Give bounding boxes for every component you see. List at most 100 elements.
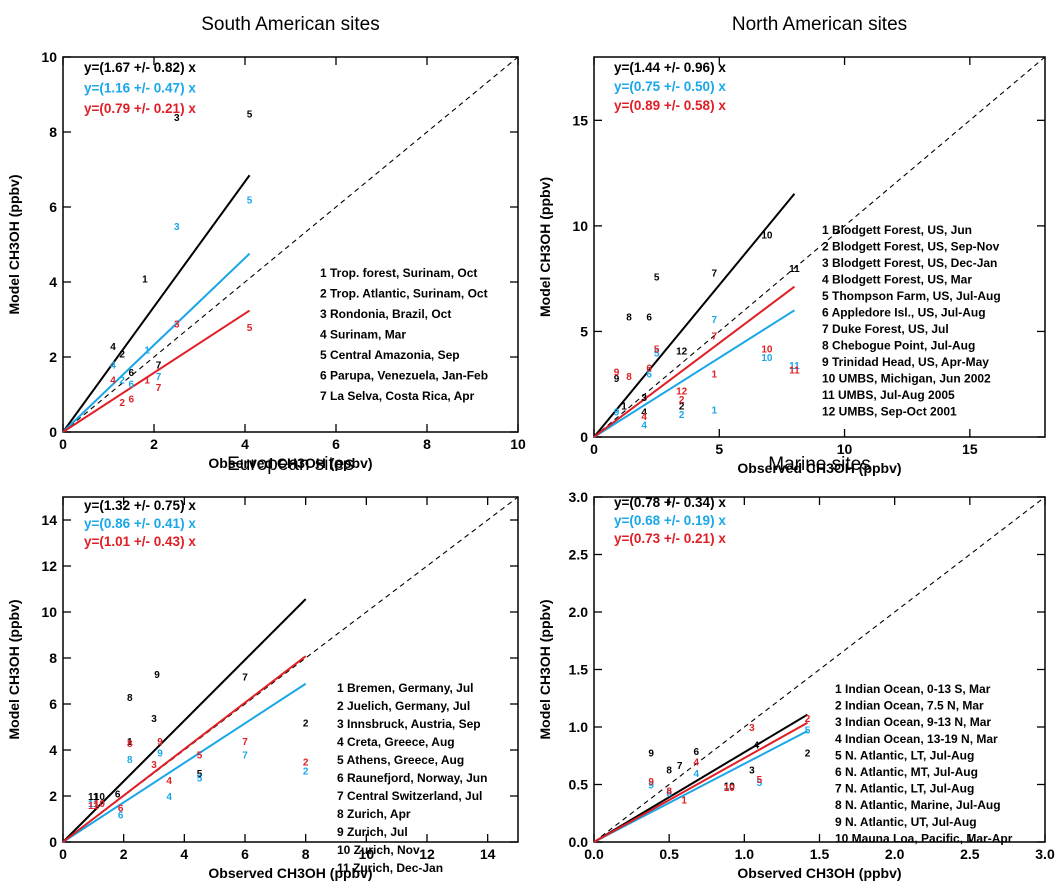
chart-2-xtick-label: 0 (590, 441, 598, 457)
chart-2-point-red: 10 (761, 344, 773, 355)
chart-2-legend-entry: 9 Trinidad Head, US, Apr-May (822, 355, 989, 369)
chart-1-point-red: 2 (119, 398, 125, 409)
chart-2-point-red: 7 (711, 332, 717, 343)
chart-1-ytick-label: 2 (49, 349, 57, 365)
chart-3-fit-line-blue (62, 682, 307, 843)
chart-2-point-red: 12 (676, 387, 688, 398)
chart-3-xtick-label: 12 (419, 846, 435, 862)
chart-3-point-blue: 6 (118, 810, 124, 821)
chart-3-ytick-label: 12 (41, 558, 57, 574)
chart-1-xlabel: Observed CH3OH (ppbv) (208, 455, 372, 471)
chart-3-fit-label-red: y=(1.01 +/- 0.43) x (84, 534, 196, 549)
chart-2-point-blue: 5 (654, 349, 660, 360)
chart-4-point-red: 9 (648, 777, 654, 788)
chart-2-point-blue: 6 (646, 370, 652, 381)
chart-3-point-red: 9 (157, 737, 163, 748)
chart-2-legend-entry: 5 Thompson Farm, US, Jul-Aug (822, 289, 1001, 303)
chart-4-legend-entry: 7 N. Atlantic, LT, Jul-Aug (835, 782, 974, 796)
chart-4-xtick-label: 1.0 (735, 846, 755, 862)
chart-3-ylabel: Model CH3OH (ppbv) (6, 600, 22, 740)
chart-4-legend-entry: 1 Indian Ocean, 0-13 S, Mar (835, 682, 991, 696)
chart-2-point-black: 12 (676, 346, 688, 357)
chart-2-point-red: 1 (711, 370, 717, 381)
chart-4-ytick-label: 1.0 (569, 719, 589, 735)
chart-3-legend-entry: 8 Zurich, Apr (337, 807, 411, 821)
chart-1-point-blue: 6 (128, 379, 134, 390)
chart-3-ytick-label: 10 (41, 604, 57, 620)
chart-4-xtick-label: 0.5 (659, 846, 679, 862)
chart-2-point-black: 4 (641, 408, 647, 419)
chart-1-point-red: 5 (247, 323, 253, 334)
chart-4-fit-label-black: y=(0.78 +/- 0.34) x (614, 495, 726, 510)
chart-3-point-black: 7 (242, 672, 248, 683)
chart-2-point-black: 3 (641, 393, 647, 404)
chart-2-fit-line-red (593, 285, 796, 438)
chart-2-title: North American sites (732, 14, 907, 35)
chart-4-ytick-label: 1.5 (569, 662, 589, 678)
chart-3-fit-line-black (62, 598, 307, 843)
chart-2-point-red: 5 (654, 344, 660, 355)
chart-1-point-blue: 5 (247, 196, 253, 207)
chart-2-ytick-label: 15 (572, 112, 588, 128)
chart-3-point-red: 11 (88, 801, 99, 812)
chart-2-point-black: 6 (646, 313, 652, 324)
chart-4-point-black: 10 (724, 782, 736, 793)
chart-1-legend-entry: 7 La Selva, Costa Rica, Apr (320, 389, 475, 403)
chart-4-xtick-label: 1.5 (810, 846, 830, 862)
chart-3-ytick-label: 8 (49, 650, 57, 666)
chart-3-point-blue: 11 (88, 799, 99, 810)
chart-1-point-black: 3 (174, 113, 180, 124)
chart-4-point-black: 2 (805, 748, 811, 759)
chart-4-legend-entry: 5 N. Atlantic, LT, Jul-Aug (835, 748, 974, 762)
chart-2-legend-entry: 4 Blodgett Forest, US, Mar (822, 273, 972, 287)
chart-4-ytick-label: 0.5 (569, 777, 589, 793)
chart-2-point-red: 4 (641, 412, 647, 423)
chart-3-ytick-label: 2 (49, 788, 57, 804)
chart-2-point-blue: 7 (711, 315, 717, 326)
chart-4-legend-entry: 10 Mauna Loa, Pacific, Mar-Apr (835, 831, 1013, 845)
chart-1-legend-entry: 6 Parupa, Venezuela, Jan-Feb (320, 369, 488, 383)
chart-3-title: European sites (227, 454, 354, 475)
chart-4-legend-entry: 9 N. Atlantic, UT, Jul-Aug (835, 815, 977, 829)
chart-1-legend-entry: 4 Surinam, Mar (320, 328, 406, 342)
chart-4-ytick-label: 2.0 (569, 604, 589, 620)
chart-2-legend-entry: 3 Blodgett Forest, US, Dec-Jan (822, 256, 997, 270)
chart-3-point-red: 8 (127, 739, 133, 750)
chart-2-xlabel: Observed CH3OH (ppbv) (737, 460, 901, 476)
chart-1-fit-label-black: y=(1.67 +/- 0.82) x (84, 60, 196, 75)
chart-3-point-black: 6 (115, 790, 121, 801)
chart-4-point-black: 8 (666, 766, 672, 777)
chart-3-legend-entry: 4 Creta, Greece, Aug (337, 735, 455, 749)
chart-3-legend-entry: 11 Zurich, Dec-Jan (337, 861, 443, 875)
chart-4-point-red: 4 (693, 758, 699, 769)
chart-2-point-black: 8 (626, 313, 632, 324)
chart-1-ylabel: Model CH3OH (ppbv) (6, 175, 22, 315)
chart-2-point-red: 9 (614, 368, 620, 379)
chart-3-point-black: 3 (151, 714, 157, 725)
chart-3-xtick-label: 4 (180, 846, 188, 862)
chart-4-legend-entry: 3 Indian Ocean, 9-13 N, Mar (835, 715, 991, 729)
chart-4-point-blue: 5 (805, 725, 811, 736)
chart-1-point-red: 4 (110, 376, 116, 387)
chart-3-xlabel: Observed CH3OH (ppbv) (208, 865, 372, 881)
chart-1-fit-line-blue (62, 252, 251, 433)
chart-3-legend-entry: 5 Athens, Greece, Aug (337, 753, 464, 767)
chart-2-xtick-label: 10 (837, 441, 853, 457)
chart-2-legend-entry: 1 Blodgett Forest, US, Jun (822, 223, 972, 237)
chart-1-point-red: 3 (174, 319, 180, 330)
chart-2-fit-label-red: y=(0.89 +/- 0.58) x (614, 98, 726, 113)
chart-1-ytick-label: 6 (49, 199, 57, 215)
chart-3-point-black: 1 (127, 737, 133, 748)
chart-4-fit-label-red: y=(0.73 +/- 0.21) x (614, 531, 726, 546)
chart-1-ytick-label: 4 (49, 274, 57, 290)
chart-1-point-blue: 1 (144, 346, 150, 357)
chart-3-point-blue: 7 (242, 751, 248, 762)
chart-4-ytick-label: 3.0 (569, 489, 589, 505)
chart-4-xtick-label: 3.0 (1035, 846, 1055, 862)
chart-4-legend-entry: 2 Indian Ocean, 7.5 N, Mar (835, 699, 984, 713)
chart-1-legend-entry: 3 Rondonia, Brazil, Oct (320, 307, 451, 321)
chart-2-point-blue: 2 (679, 410, 685, 421)
chart-3-fit-line-red (62, 655, 307, 843)
chart-3-legend-entry: 2 Juelich, Germany, Jul (337, 699, 470, 713)
chart-2-fit-label-black: y=(1.44 +/- 0.96) x (614, 60, 726, 75)
